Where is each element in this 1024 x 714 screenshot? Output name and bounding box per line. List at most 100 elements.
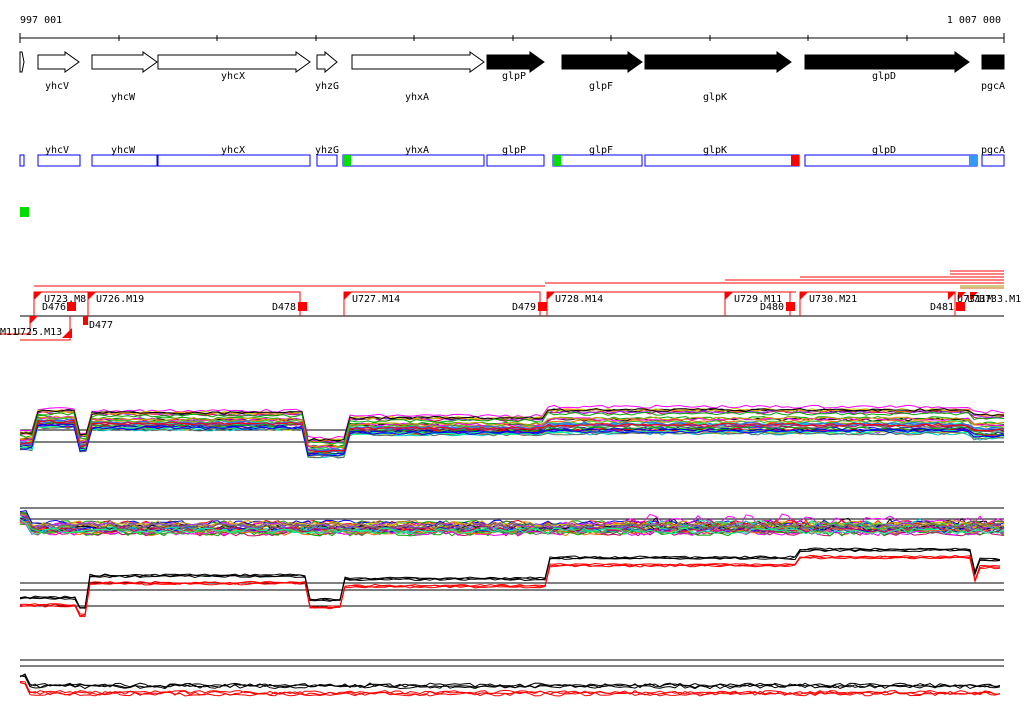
profile-line <box>19 675 1001 690</box>
feature-label: pgcA <box>981 145 1005 156</box>
gene-arrow-yhcX[interactable] <box>157 51 311 73</box>
gene-arrow-yhzG[interactable] <box>316 50 338 74</box>
profile-line <box>19 682 1001 697</box>
gene-arrow-glpK[interactable] <box>644 51 792 73</box>
expression-profile-track-4 <box>19 659 1004 697</box>
transcript-up-label: U730.M21 <box>809 294 857 305</box>
feature-box[interactable] <box>19 154 25 167</box>
profile-line <box>19 521 1005 537</box>
expression-profile-track-3 <box>19 547 1004 618</box>
transcript-down-label: D476 <box>42 302 66 313</box>
feature-box-yhcW[interactable] <box>91 154 158 167</box>
feature-box-glpF[interactable] <box>552 154 643 167</box>
feature-label: yhxA <box>405 145 429 156</box>
transcript-step <box>799 291 956 316</box>
down-marker <box>83 316 88 325</box>
transcript-step <box>20 316 71 341</box>
gene-arrow-yhcW[interactable] <box>91 51 158 73</box>
transcript-down-label: D479 <box>512 302 536 313</box>
gene-label: glpP <box>502 71 526 82</box>
feature-box-yhxA[interactable] <box>342 154 485 167</box>
feature-box-yhcX[interactable] <box>157 154 311 167</box>
up-flag <box>970 292 978 300</box>
profile-line <box>19 422 1005 455</box>
green-marker <box>20 207 29 217</box>
feature-label: yhcX <box>221 145 245 156</box>
up-flag <box>88 292 96 300</box>
gene-label: glpF <box>589 81 613 92</box>
transcript-up-label: U731.M <box>957 294 993 305</box>
transcript-down-label: D478 <box>272 302 296 313</box>
down-marker <box>62 328 72 338</box>
up-flag <box>800 292 808 300</box>
feature-box-yhzG[interactable] <box>316 154 338 167</box>
gene-arrow[interactable] <box>19 51 25 73</box>
ruler-start-label: 997 001 <box>20 15 62 26</box>
profile-line <box>19 407 1005 442</box>
feature-box-glpD[interactable] <box>804 154 978 167</box>
gene-label: yhcX <box>221 71 245 82</box>
gene-label: pgcA <box>981 81 1005 92</box>
stop-marker <box>791 155 799 166</box>
transcript-up-label: U723.M8 <box>44 294 86 305</box>
gene-arrow-glpF[interactable] <box>561 51 643 73</box>
up-flag <box>948 292 956 300</box>
profile-line <box>19 418 1005 452</box>
feature-label: yhcW <box>111 145 136 156</box>
feature-box-glpP[interactable] <box>486 154 545 167</box>
up-flag <box>958 292 966 300</box>
profile-line <box>19 419 1005 453</box>
down-marker <box>298 302 307 311</box>
profile-line <box>19 549 1001 609</box>
transcript-misc-label: U725.M13 <box>14 327 62 338</box>
gene-label: yhzG <box>315 81 339 92</box>
gene-label: yhxA <box>405 92 429 103</box>
profile-line <box>19 411 1005 445</box>
coordinate-ruler: 997 001 1 007 000 <box>19 15 1005 43</box>
gene-arrow-glpP[interactable] <box>486 51 545 73</box>
gene-label: yhcV <box>45 81 69 92</box>
gene-arrow-pgcA[interactable] <box>981 54 1005 70</box>
feature-box-glpK[interactable] <box>644 154 800 167</box>
expression-profile-track-1 <box>19 404 1005 459</box>
feature-label: glpK <box>703 145 727 156</box>
gene-track: yhcV yhcW yhcX yhzG yhxA glpP glpF glpK … <box>19 50 1005 103</box>
transcript-down-label: D480 <box>760 302 784 313</box>
gene-arrow-glpD[interactable] <box>804 51 970 73</box>
up-flag <box>344 292 352 300</box>
terminator-marker <box>969 155 977 166</box>
profile-line <box>19 519 1005 536</box>
up-flag <box>547 292 555 300</box>
transcript-down-label: D481 <box>930 302 954 313</box>
down-marker <box>786 302 795 311</box>
up-flag <box>725 292 733 300</box>
transcript-up-label: U73 <box>967 294 985 305</box>
gene-arrow-yhcV[interactable] <box>37 51 80 73</box>
transcript-up-label: U733.M1 <box>979 294 1021 305</box>
profile-line <box>19 681 1001 696</box>
profile-line <box>19 518 1005 535</box>
feature-box-pgcA[interactable] <box>981 154 1005 167</box>
start-marker <box>553 155 561 166</box>
gene-label: glpK <box>703 92 727 103</box>
profile-line <box>19 513 1005 530</box>
gene-label: yhcW <box>111 92 136 103</box>
transcript-up-label: U727.M14 <box>352 294 400 305</box>
down-marker <box>956 302 965 311</box>
down-marker <box>538 302 547 311</box>
profile-line <box>19 681 1001 695</box>
profile-line <box>19 424 1005 457</box>
transcript-up-label: U729.M11 <box>734 294 782 305</box>
transcript-up-label: U726.M19 <box>96 294 144 305</box>
expression-profile-track-2 <box>19 507 1005 537</box>
feature-label: glpP <box>502 145 526 156</box>
feature-box-yhcV[interactable] <box>37 154 81 167</box>
profile-line <box>19 409 1005 444</box>
feature-label: yhcV <box>45 145 69 156</box>
down-marker <box>67 302 76 311</box>
feature-label: yhzG <box>315 145 339 156</box>
gene-arrow-yhxA[interactable] <box>351 51 485 73</box>
profile-line <box>19 415 1005 448</box>
feature-track: yhcV yhcW yhcX yhzG yhxA glpP glpF glpK … <box>19 145 1005 167</box>
